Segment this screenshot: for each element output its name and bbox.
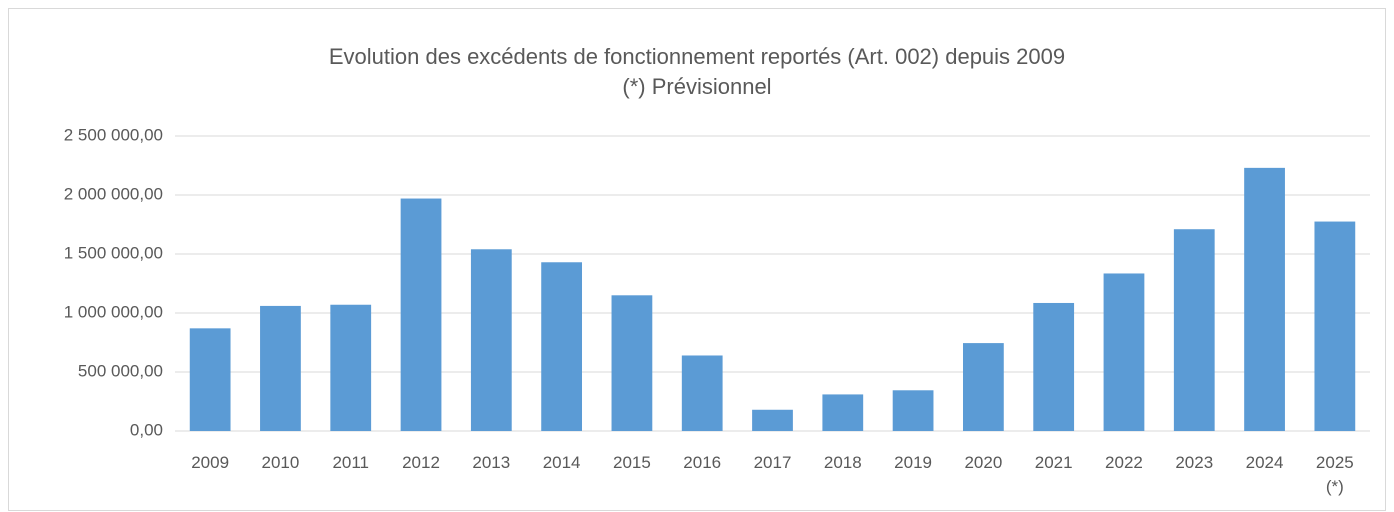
bar [1103,273,1145,431]
bar [1173,229,1215,431]
x-tick-label: 2019 [894,453,932,472]
x-tick-label: 2012 [402,453,440,472]
bar [752,409,793,431]
y-tick-label: 2 000 000,00 [64,184,163,203]
bar [189,328,231,431]
bar [1033,302,1075,431]
x-tick-label: 2021 [1034,453,1073,472]
bar [892,390,934,431]
x-tick-label: 2018 [823,453,862,472]
bar [400,198,442,431]
chart-subtitle: (*) Prévisionnel [622,74,771,99]
x-tick-label: 2011 [332,453,370,472]
y-tick-label: 1 500 000,00 [64,243,163,262]
x-tick-label: 2016 [683,453,722,472]
y-tick-label: 500 000,00 [78,361,163,380]
chart-title: Evolution des excédents de fonctionnemen… [329,44,1065,69]
bar [822,394,864,431]
bar [962,343,1004,431]
x-tick-label: 2024 [1245,453,1284,472]
x-tick-label: 2017 [753,453,792,472]
x-tick-label: 2015 [612,453,651,472]
x-tick-label: 2013 [472,453,511,472]
bar [681,355,723,431]
x-tick-label: 2014 [542,453,581,472]
bar [330,304,372,431]
x-tick-label: 2010 [261,453,300,472]
bar [611,295,653,431]
y-tick-label: 2 500 000,00 [64,125,163,144]
x-tick-label: 2025 (*) [1315,453,1354,496]
bar [541,262,583,431]
bar [470,249,512,431]
y-tick-label: 0,00 [130,420,163,439]
bar [1244,167,1285,432]
y-tick-label: 1 000 000,00 [64,302,163,321]
x-tick-label: 2022 [1105,453,1143,472]
x-tick-label: 2023 [1175,453,1214,472]
x-tick-label: 2020 [964,453,1003,472]
bar [260,305,301,431]
bar [1314,221,1356,431]
x-tick-label: 2009 [191,453,230,472]
